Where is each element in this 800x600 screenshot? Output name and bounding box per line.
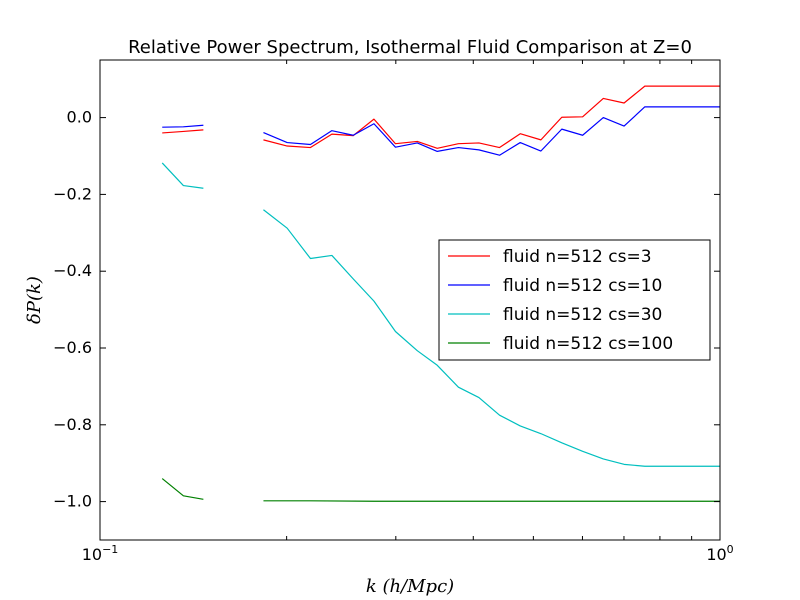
plot-frame (99, 59, 721, 541)
legend-label-2: fluid n=512 cs=10 (503, 276, 662, 296)
series-1-line-segment-2 (263, 85, 720, 149)
y-axis-label: δP(k) (24, 276, 45, 324)
x-axis-label: k (h/Mpc) (366, 576, 454, 597)
y-tick-label: −0.6 (53, 338, 92, 357)
series-1 (162, 85, 720, 149)
series-2-line-segment-2 (263, 106, 720, 156)
series-layer (161, 85, 720, 502)
y-tick-label: 0.0 (67, 108, 92, 127)
chart-title: Relative Power Spectrum, Isothermal Flui… (128, 37, 692, 58)
legend-label-1: fluid n=512 cs=3 (503, 247, 652, 267)
x-tick-label: 100 (706, 543, 733, 564)
x-tick-label: 10−1 (82, 543, 119, 564)
y-tick-label: −0.8 (53, 415, 92, 434)
series-2-line-segment-1 (162, 124, 204, 128)
series-3-line-segment-1 (161, 162, 204, 189)
legend-box (438, 239, 711, 361)
series-4-line-segment-1 (161, 478, 204, 500)
legend: fluid n=512 cs=3 fluid n=512 cs=10 fluid n… (438, 239, 711, 361)
series-4 (161, 478, 720, 502)
series-3-line-segment-2 (263, 209, 720, 467)
legend-label-4: fluid n=512 cs=100 (503, 334, 673, 354)
series-1-line-segment-1 (162, 129, 204, 134)
legend-items: fluid n=512 cs=3 fluid n=512 cs=10 fluid n… (448, 247, 673, 354)
y-tick-label: −1.0 (53, 492, 92, 511)
series-3 (161, 162, 720, 467)
y-tick-label: −0.2 (53, 184, 92, 203)
legend-label-3: fluid n=512 cs=30 (503, 305, 662, 325)
ticks-layer: 0.0 −0.2 −0.4 −0.6 −0.8 −1.0 10−1 100 (53, 60, 734, 564)
y-tick-label: −0.4 (53, 261, 92, 280)
series-2 (162, 106, 720, 156)
